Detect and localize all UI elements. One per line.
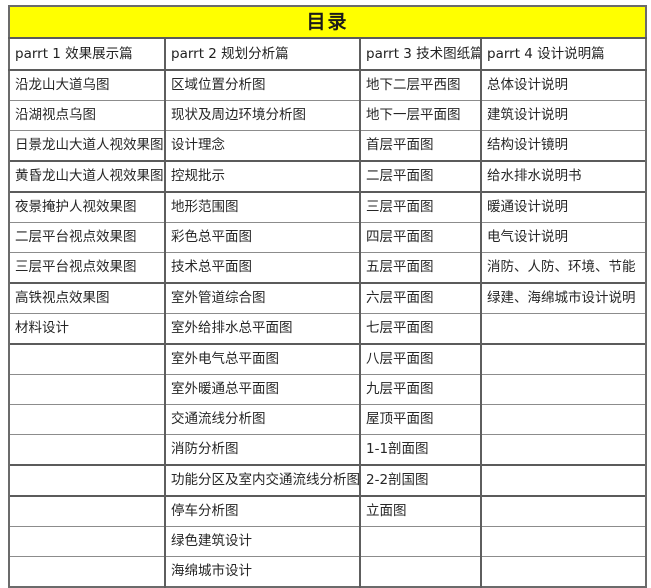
table-cell-empty (479, 495, 648, 527)
table-row: 交通流线分析图 屋顶平面图 (8, 404, 648, 435)
table-cell-empty (8, 343, 166, 375)
table-cell[interactable]: 七层平面图 (359, 313, 482, 345)
table-cell-empty (479, 374, 648, 405)
table-cell-empty (479, 343, 648, 375)
table-cell[interactable]: 室外给排水总平面图 (164, 313, 361, 345)
table-cell-empty (479, 556, 648, 588)
table-cell[interactable]: 立面图 (359, 495, 482, 527)
table-cell[interactable]: 室外电气总平面图 (164, 343, 361, 375)
table-cell[interactable]: 消防、人防、环境、节能 (479, 252, 648, 284)
table-cell[interactable]: 彩色总平面图 (164, 222, 361, 253)
table-cell[interactable]: 海绵城市设计 (164, 556, 361, 588)
table-row: 材料设计 室外给排水总平面图 七层平面图 (8, 313, 648, 345)
table-cell[interactable]: 总体设计说明 (479, 69, 648, 101)
table-cell[interactable]: 消防分析图 (164, 434, 361, 466)
table-cell[interactable]: 暖通设计说明 (479, 191, 648, 223)
table-row: 二层平台视点效果图 彩色总平面图 四层平面图 电气设计说明 (8, 222, 648, 253)
table-row: 室外暖通总平面图 九层平面图 (8, 374, 648, 405)
table-cell[interactable]: 交通流线分析图 (164, 404, 361, 435)
table-cell[interactable]: 沿龙山大道乌图 (8, 69, 166, 101)
table-cell[interactable]: 停车分析图 (164, 495, 361, 527)
table-cell-empty (8, 374, 166, 405)
table-cell-empty (359, 556, 482, 588)
catalog-sheet: 目录 parrt 1 效果展示篇 parrt 2 规划分析篇 parrt 3 技术图纸… (7, 5, 648, 588)
table-row: 室外电气总平面图 八层平面图 (8, 343, 648, 375)
table-cell[interactable]: 五层平面图 (359, 252, 482, 284)
table-cell[interactable]: 二层平面图 (359, 160, 482, 193)
table-row: 停车分析图 立面图 (8, 495, 648, 527)
table-cell[interactable]: 四层平面图 (359, 222, 482, 253)
table-cell-empty (8, 526, 166, 557)
column-header-4[interactable]: parrt 4 设计说明篇 (479, 37, 648, 71)
table-cell[interactable]: 六层平面图 (359, 282, 482, 314)
table-cell[interactable]: 现状及周边环境分析图 (164, 100, 361, 131)
table-cell[interactable]: 高铁视点效果图 (8, 282, 166, 314)
table-cell[interactable]: 建筑设计说明 (479, 100, 648, 131)
catalog-title-row: 目录 (7, 5, 648, 39)
table-cell-empty (8, 464, 166, 497)
table-cell[interactable]: 二层平台视点效果图 (8, 222, 166, 253)
table-cell[interactable]: 区域位置分析图 (164, 69, 361, 101)
table-cell[interactable]: 屋顶平面图 (359, 404, 482, 435)
table-row: 日景龙山大道人视效果图 设计理念 首层平面图 结构设计镜明 (8, 130, 648, 162)
table-cell[interactable]: 首层平面图 (359, 130, 482, 162)
table-cell[interactable]: 控规批示 (164, 160, 361, 193)
table-cell[interactable]: 三层平面图 (359, 191, 482, 223)
table-cell[interactable]: 1-1剖面图 (359, 434, 482, 466)
table-row: 消防分析图 1-1剖面图 (8, 434, 648, 466)
table-row: 沿湖视点乌图 现状及周边环境分析图 地下一层平面图 建筑设计说明 (8, 100, 648, 131)
table-row: 夜景掩护人视效果图 地形范围图 三层平面图 暖通设计说明 (8, 191, 648, 223)
table-cell-empty (8, 404, 166, 435)
table-cell[interactable]: 沿湖视点乌图 (8, 100, 166, 131)
table-row: 三层平台视点效果图 技术总平面图 五层平面图 消防、人防、环境、节能 (8, 252, 648, 284)
table-cell[interactable]: 绿建、海绵城市设计说明 (479, 282, 648, 314)
table-cell[interactable]: 地下二层平西图 (359, 69, 482, 101)
table-cell-empty (479, 434, 648, 466)
table-row: 海绵城市设计 (8, 556, 648, 588)
table-cell[interactable]: 电气设计说明 (479, 222, 648, 253)
table-cell[interactable]: 结构设计镜明 (479, 130, 648, 162)
table-cell[interactable]: 功能分区及室内交通流线分析图 (164, 464, 361, 497)
table-cell[interactable]: 室外暖通总平面图 (164, 374, 361, 405)
table-cell[interactable]: 夜景掩护人视效果图 (8, 191, 166, 223)
table-cell[interactable]: 技术总平面图 (164, 252, 361, 284)
table-cell[interactable]: 地下一层平面图 (359, 100, 482, 131)
table-row: 黄昏龙山大道人视效果图 控规批示 二层平面图 给水排水说明书 (8, 160, 648, 193)
table-cell-empty (359, 526, 482, 557)
column-header-3[interactable]: parrt 3 技术图纸篇 (359, 37, 482, 71)
table-row: 绿色建筑设计 (8, 526, 648, 557)
table-cell[interactable]: 2-2剖国图 (359, 464, 482, 497)
page-title: 目录 (7, 5, 648, 39)
table-cell-empty (479, 404, 648, 435)
table-row: 沿龙山大道乌图 区域位置分析图 地下二层平西图 总体设计说明 (8, 69, 648, 101)
table-cell[interactable]: 九层平面图 (359, 374, 482, 405)
table-cell[interactable]: 八层平面图 (359, 343, 482, 375)
table-cell[interactable]: 给水排水说明书 (479, 160, 648, 193)
table-cell[interactable]: 黄昏龙山大道人视效果图 (8, 160, 166, 193)
table-row: 高铁视点效果图 室外管道综合图 六层平面图 绿建、海绵城市设计说明 (8, 282, 648, 314)
table-cell[interactable]: 绿色建筑设计 (164, 526, 361, 557)
table-cell[interactable]: 室外管道综合图 (164, 282, 361, 314)
table-cell-empty (479, 313, 648, 345)
table-cell[interactable]: 材料设计 (8, 313, 166, 345)
column-header-1[interactable]: parrt 1 效果展示篇 (8, 37, 166, 71)
table-cell-empty (8, 556, 166, 588)
table-row: 功能分区及室内交通流线分析图 2-2剖国图 (8, 464, 648, 497)
table-cell-empty (8, 434, 166, 466)
table-cell[interactable]: 地形范围图 (164, 191, 361, 223)
table-cell[interactable]: 三层平台视点效果图 (8, 252, 166, 284)
table-cell[interactable]: 日景龙山大道人视效果图 (8, 130, 166, 162)
column-header-2[interactable]: parrt 2 规划分析篇 (164, 37, 361, 71)
catalog-header-row: parrt 1 效果展示篇 parrt 2 规划分析篇 parrt 3 技术图纸篇 p… (8, 37, 648, 71)
table-cell-empty (479, 464, 648, 497)
table-cell-empty (479, 526, 648, 557)
table-cell[interactable]: 设计理念 (164, 130, 361, 162)
table-cell-empty (8, 495, 166, 527)
catalog-table: 目录 parrt 1 效果展示篇 parrt 2 规划分析篇 parrt 3 技术图纸… (7, 5, 648, 588)
